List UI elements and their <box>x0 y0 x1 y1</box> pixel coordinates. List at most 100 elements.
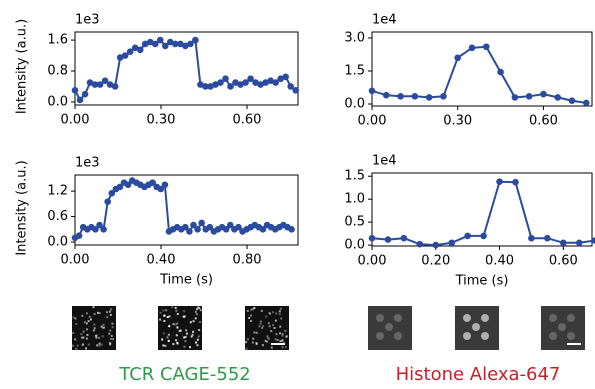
point <box>464 233 471 240</box>
point <box>222 75 229 82</box>
speckle <box>184 340 186 342</box>
speckle <box>280 318 282 320</box>
caption: TCR CAGE-552 <box>118 364 250 385</box>
point <box>186 228 193 235</box>
speckle <box>186 333 188 335</box>
speckle <box>179 330 181 332</box>
spot <box>481 314 489 322</box>
speckle <box>177 343 179 345</box>
speckle <box>109 342 111 344</box>
speckle <box>196 344 198 346</box>
speckle <box>74 317 76 319</box>
point <box>448 239 455 246</box>
x-tick-label: 0.40 <box>147 253 176 268</box>
point <box>397 93 404 100</box>
speckle <box>282 346 284 348</box>
speckle <box>275 338 277 340</box>
speckle <box>284 330 286 332</box>
x-tick-label: 0.60 <box>529 114 558 129</box>
speckle <box>279 326 281 328</box>
point <box>412 93 419 100</box>
speckle <box>197 306 199 308</box>
spot <box>376 314 384 322</box>
speckle <box>247 338 249 340</box>
speckle <box>245 341 247 343</box>
speckle <box>190 321 192 323</box>
speckle <box>275 320 277 322</box>
point <box>512 179 519 186</box>
speckle <box>258 325 260 327</box>
speckle <box>281 340 283 342</box>
x-tick-label: 0.80 <box>233 253 262 268</box>
speckle <box>280 308 282 310</box>
speckle <box>271 347 273 349</box>
caption: Histone Alexa-647 <box>396 364 561 385</box>
y-tick-label: 0.8 <box>47 64 68 79</box>
point <box>454 54 461 61</box>
speckle <box>189 346 191 348</box>
point <box>554 94 561 101</box>
point <box>82 91 89 98</box>
speckle <box>269 325 271 327</box>
speckle <box>253 307 255 309</box>
point <box>104 198 111 205</box>
point <box>198 220 205 227</box>
speckle <box>245 348 247 350</box>
speckle <box>193 320 195 322</box>
speckle <box>272 324 274 326</box>
spot <box>463 332 471 340</box>
point <box>369 88 376 95</box>
speckle <box>110 308 112 310</box>
speckle <box>172 343 174 345</box>
x-tick-label: 0.20 <box>421 254 450 269</box>
y-axis-label: Intensity (a.u.) <box>15 160 30 255</box>
thumbnails <box>72 306 585 350</box>
point <box>569 97 576 104</box>
speckle <box>268 338 270 340</box>
offset-label: 1e3 <box>75 156 100 171</box>
speckle <box>261 310 263 312</box>
spot <box>549 332 557 340</box>
speckle <box>252 342 254 344</box>
point <box>292 87 299 94</box>
speckle <box>279 313 281 315</box>
speckle <box>162 344 164 346</box>
point <box>528 235 535 242</box>
speckle <box>80 333 82 335</box>
speckle <box>285 346 287 348</box>
speckle <box>82 337 84 339</box>
speckle <box>93 306 95 308</box>
speckle <box>86 328 88 330</box>
point <box>469 45 476 52</box>
x-tick-label: 0.00 <box>61 253 90 268</box>
speckle <box>266 335 268 337</box>
speckle <box>88 320 90 322</box>
point <box>583 100 590 107</box>
speckle <box>192 334 194 336</box>
y-tick-label: 0.0 <box>344 97 365 112</box>
speckle <box>159 319 161 321</box>
speckle <box>86 338 88 340</box>
speckle <box>94 313 96 315</box>
speckle <box>72 316 74 318</box>
point <box>192 37 199 44</box>
speckle <box>275 312 277 314</box>
point <box>480 233 487 240</box>
spot <box>567 332 575 340</box>
speckle <box>272 311 274 313</box>
speckle <box>195 341 197 343</box>
speckle <box>111 335 113 337</box>
speckle <box>198 335 200 337</box>
speckle <box>85 347 87 349</box>
speckle <box>191 336 193 338</box>
point <box>576 239 583 246</box>
point <box>369 235 376 242</box>
y-axis-label: Intensity (a.u.) <box>15 19 30 114</box>
y-tick-label: 1.6 <box>47 33 68 48</box>
point <box>497 69 504 76</box>
speckle <box>163 315 165 317</box>
offset-label: 1e4 <box>372 13 397 28</box>
y-tick-label: 0.0 <box>344 238 365 253</box>
speckle <box>106 311 108 313</box>
spot <box>567 314 575 322</box>
